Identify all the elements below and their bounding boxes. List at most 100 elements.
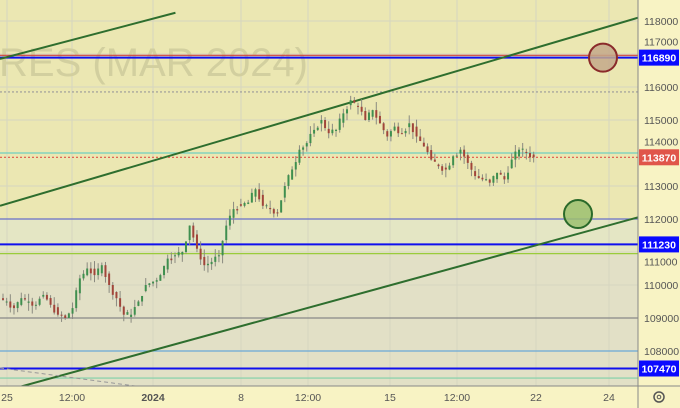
candle-body	[247, 202, 250, 204]
candle-body	[188, 225, 191, 241]
candle-body	[236, 209, 239, 211]
candle-body	[214, 256, 217, 262]
candle-body	[9, 301, 12, 308]
candle-body	[335, 129, 338, 131]
candle-body	[64, 315, 67, 318]
candle-body	[53, 304, 56, 313]
candle-body	[415, 126, 418, 137]
candle-body	[20, 298, 23, 305]
candle-body	[529, 153, 531, 158]
candle-body	[148, 283, 151, 285]
candle-body	[485, 179, 488, 181]
candle-body	[280, 200, 283, 213]
candle-body	[389, 131, 392, 137]
candle-body	[448, 165, 451, 170]
candle-body	[503, 176, 506, 180]
candle-body	[382, 123, 385, 131]
price-badge	[639, 149, 679, 166]
candle-body	[408, 123, 411, 128]
candle-body	[419, 136, 422, 141]
candle-body	[305, 143, 308, 147]
y-tick-label: 115000	[644, 115, 678, 127]
candle-body	[525, 151, 528, 153]
candle-body	[23, 298, 26, 300]
candle-body	[75, 290, 78, 309]
x-tick-label: 22	[530, 392, 542, 404]
candle-body	[210, 261, 213, 265]
candle-body	[316, 127, 319, 130]
candle-body	[119, 298, 122, 307]
candle-body	[104, 265, 107, 277]
support-zone	[0, 219, 638, 254]
candle-body	[302, 147, 305, 150]
candle-body	[496, 172, 499, 180]
candle-body	[327, 128, 330, 134]
candle-body	[430, 150, 433, 160]
candle-body	[195, 234, 198, 249]
candle-body	[133, 307, 136, 315]
candle-body	[346, 109, 349, 114]
candle-body	[2, 298, 4, 300]
candle-body	[521, 148, 524, 150]
candle-body	[56, 307, 59, 315]
x-tick-label: 25	[1, 392, 13, 404]
candle-body	[331, 129, 334, 134]
candle-body	[78, 278, 81, 294]
candle-body	[455, 155, 458, 157]
candle-body	[221, 240, 224, 256]
candle-body	[404, 130, 407, 134]
candle-body	[177, 252, 180, 256]
candle-body	[108, 273, 111, 285]
price-axis[interactable]	[638, 0, 680, 408]
candle-body	[27, 301, 30, 303]
price-badge-label: 107470	[641, 363, 676, 375]
candle-body	[492, 176, 495, 183]
candle-body	[184, 241, 187, 252]
candle-body	[298, 149, 301, 163]
watermark: FUTURES (MAR 2024)	[0, 41, 308, 85]
candle-body	[422, 142, 425, 147]
candle-body	[349, 100, 352, 106]
x-tick-label: 2024	[141, 392, 165, 404]
candle-body	[192, 225, 195, 238]
candle-body	[309, 133, 312, 144]
candle-body	[12, 305, 15, 309]
candle-body	[152, 281, 155, 284]
price-badge	[639, 360, 679, 377]
candle-body	[261, 194, 264, 206]
candle-body	[144, 285, 147, 292]
candle-body	[463, 149, 466, 157]
candle-body	[393, 126, 396, 131]
x-tick-label: 12:00	[444, 392, 470, 404]
y-tick-label: 108000	[644, 346, 679, 358]
candle-body	[441, 166, 444, 171]
candle-body	[433, 159, 436, 162]
x-tick-label: 8	[238, 392, 244, 404]
candle-body	[269, 207, 272, 210]
candle-body	[437, 164, 440, 167]
candle-body	[93, 268, 96, 276]
trend-line	[0, 16, 639, 207]
candle-body	[42, 294, 45, 297]
candle-body	[100, 265, 103, 274]
candle-body	[514, 151, 517, 160]
candle-body	[181, 252, 184, 255]
candle-body	[141, 296, 144, 302]
x-tick-label: 15	[384, 392, 396, 404]
candle-body	[203, 256, 206, 266]
time-axis[interactable]	[0, 386, 680, 408]
candle-body	[499, 172, 502, 175]
price-badge	[639, 236, 679, 253]
candle-body	[206, 263, 209, 266]
candle-body	[38, 298, 41, 305]
trend-line	[0, 11, 176, 60]
candle-body	[86, 268, 89, 276]
candle-body	[397, 126, 400, 134]
candle-body	[400, 133, 403, 135]
candle-body	[159, 275, 162, 281]
settings-gear-icon[interactable]	[653, 391, 665, 403]
candle-body	[34, 304, 37, 306]
candle-body	[16, 302, 19, 309]
